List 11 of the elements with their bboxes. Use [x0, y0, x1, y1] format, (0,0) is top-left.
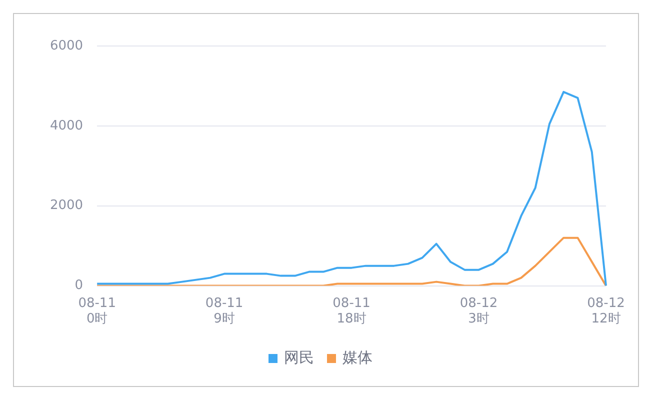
- x-tick-label: 08-12 12时: [587, 296, 625, 327]
- x-tick-label: 08-11 9时: [205, 296, 244, 327]
- y-tick-label: 2000: [50, 198, 84, 214]
- y-tick-label: 6000: [50, 38, 84, 54]
- x-tick-label: 08-11 18时: [332, 296, 370, 327]
- legend-label: 网民: [284, 348, 314, 366]
- y-tick-label: 4000: [50, 118, 84, 134]
- x-tick-label: 08-12 3时: [460, 296, 498, 327]
- x-tick-label: 08-11 0时: [78, 296, 116, 327]
- y-tick-label: 0: [74, 278, 84, 294]
- legend-label: 媒体: [342, 348, 372, 366]
